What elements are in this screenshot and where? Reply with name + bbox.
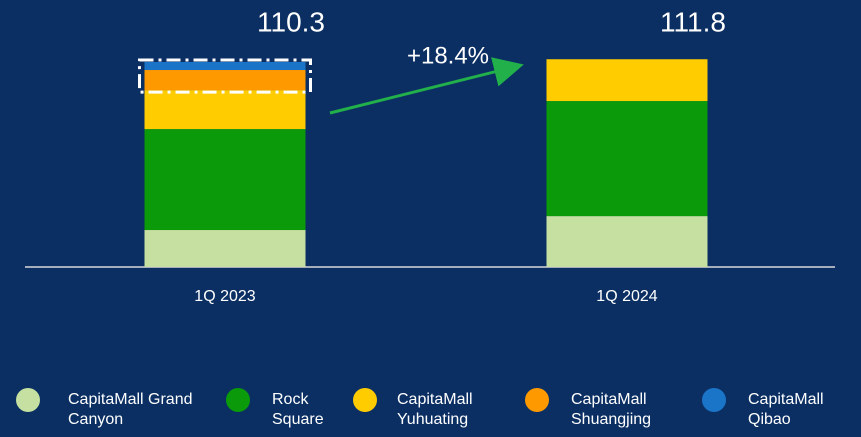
legend-swatch (16, 388, 40, 412)
legend-label: CapitaMall Yuhuating (397, 391, 473, 428)
total-label: 111.8 (660, 6, 726, 37)
legend-label: CapitaMall Qibao (748, 391, 824, 428)
growth-arrow (329, 57, 524, 115)
bar-segment (546, 101, 708, 217)
legend-swatch (353, 388, 377, 412)
growth-annotation: +18.4% (407, 42, 489, 69)
total-label: 110.3 (257, 6, 325, 37)
x-tick-label: 1Q 2023 (194, 288, 255, 305)
bar-segment (144, 230, 306, 267)
legend-swatch (226, 388, 250, 412)
bar-segment (144, 70, 306, 91)
x-tick-label: 1Q 2024 (596, 288, 657, 305)
bar-segment (144, 90, 306, 130)
bar-segment (546, 216, 708, 267)
highlight-box (138, 58, 312, 94)
bar-segment (546, 59, 708, 102)
bar-segment (144, 129, 306, 231)
legend-label: Rock Square (272, 391, 324, 428)
bar-segment (144, 62, 306, 71)
legend-swatch (702, 388, 726, 412)
legend-label: CapitaMall Shuangjing (571, 391, 652, 428)
legend-swatch (525, 388, 549, 412)
legend-label: CapitaMall Grand Canyon (68, 391, 193, 428)
